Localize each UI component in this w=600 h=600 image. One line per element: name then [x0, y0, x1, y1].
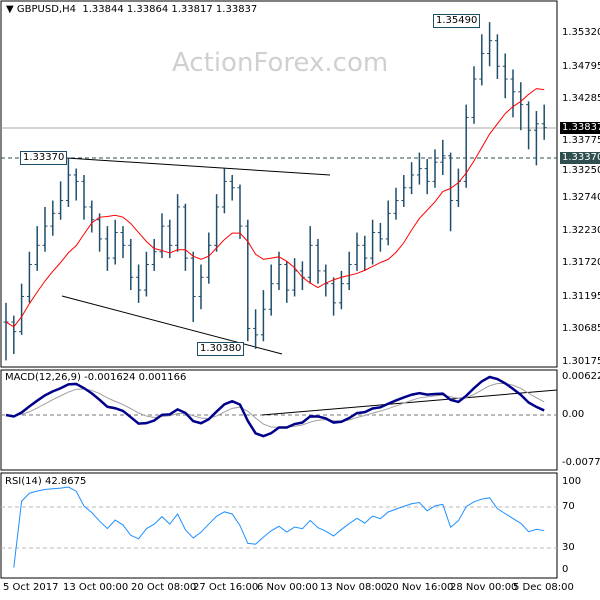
time-tick: 13 Nov 08:00	[320, 582, 388, 593]
macd-signal-line	[5, 382, 545, 428]
price-tick: 1.35320	[562, 27, 600, 38]
price-tick: 1.30175	[562, 356, 600, 368]
price-tick: 1.33250	[562, 165, 600, 176]
price-tick: 1.32740	[562, 191, 600, 203]
moving-average-line	[5, 88, 545, 328]
rsi-tick: 0	[562, 564, 569, 575]
macd-label: MACD(12,26,9) -0.001624 0.001166	[5, 372, 187, 383]
main-pane-border	[0, 0, 558, 368]
time-tick: 5 Dec 08:00	[513, 582, 574, 593]
rsi-tick: 30	[562, 542, 575, 553]
time-tick: 6 Nov 00:00	[257, 582, 319, 593]
chart-header: ▼ GBPUSD,H4 1.33844 1.33864 1.33817 1.33…	[6, 4, 257, 15]
price-tick: 1.31195	[562, 290, 600, 302]
symbol-label: GBPUSD,H4	[16, 4, 76, 15]
price-tick: 1.32230	[562, 224, 600, 236]
time-tick: 28 Nov 00:00	[450, 582, 518, 593]
macd-pane-border	[0, 369, 558, 471]
current-price-tag: 1.33837	[560, 122, 600, 134]
rsi-tick: 70	[562, 501, 575, 512]
time-tick: 13 Oct 00:00	[63, 582, 129, 593]
price-tick: 1.33775	[562, 135, 600, 146]
price-tick: 1.31720	[562, 257, 600, 269]
price-tick: 1.34795	[562, 60, 600, 72]
annotation-high-right: 1.35490	[433, 14, 481, 28]
upper-trendline	[19, 154, 331, 176]
watermark: ActionForex.com	[172, 48, 389, 78]
macd-trendline	[261, 389, 558, 416]
annotation-low: 1.30380	[197, 342, 245, 356]
time-tick: 20 Nov 16:00	[386, 582, 454, 593]
dropdown-icon[interactable]: ▼	[6, 4, 14, 15]
ohlc-values: 1.33844 1.33864 1.33817 1.33837	[82, 4, 258, 15]
lower-trendline	[61, 295, 283, 355]
time-tick: 20 Oct 08:00	[131, 582, 197, 593]
annotation-high-left: 1.33370	[20, 151, 68, 165]
macd-line	[5, 375, 545, 438]
rsi-line	[13, 486, 545, 568]
level-price-tag: 1.33370	[560, 152, 600, 164]
time-tick: 27 Oct 16:00	[193, 582, 259, 593]
rsi-pane-border	[0, 472, 558, 579]
macd-tick: -0.007706	[562, 457, 600, 468]
macd-tick: 0.00	[562, 409, 585, 420]
rsi-label: RSI(14) 42.8675	[5, 476, 87, 487]
macd-tick: 0.006229	[562, 371, 600, 382]
price-tick: 1.34285	[562, 93, 600, 105]
time-tick: 5 Oct 2017	[3, 582, 59, 593]
rsi-tick: 100	[562, 476, 582, 487]
price-tick: 1.30685	[562, 323, 600, 335]
